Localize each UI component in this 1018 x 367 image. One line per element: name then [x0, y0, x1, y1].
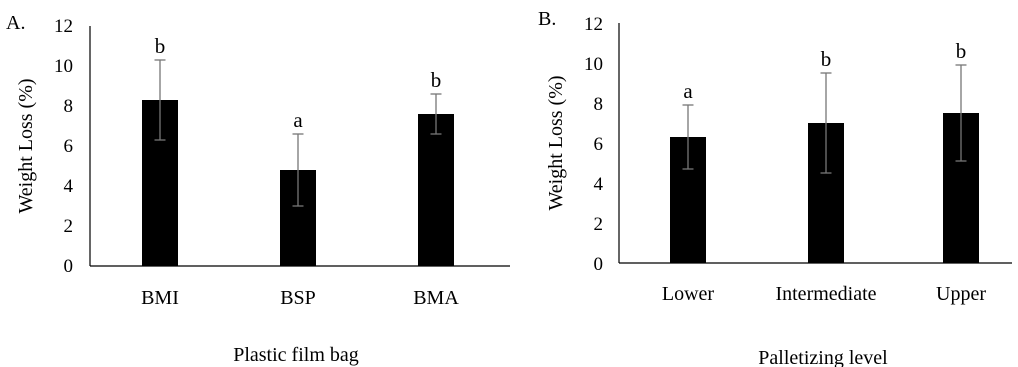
- x-tick-label-intermediate: Intermediate: [775, 283, 876, 305]
- y-ticks-a: 0 2 4 6 8 10 12: [54, 16, 74, 277]
- significance-letter-lower: a: [683, 79, 693, 103]
- y-tick-label-a-12: 12: [54, 16, 73, 37]
- panel-label-a: A.: [6, 12, 25, 34]
- chart-panel-a: A. Weight Loss (%) 0 2 4 6 8 10 12 b a b B…: [6, 12, 510, 366]
- y-tick-label-b-8: 8: [594, 94, 604, 115]
- y-ticks-b: 0 2 4 6 8 10 12: [584, 14, 604, 275]
- y-tick-label-b-12: 12: [584, 14, 603, 35]
- bars-b: a b b: [670, 39, 979, 263]
- y-tick-label-a-10: 10: [54, 56, 73, 77]
- y-tick-label-a-0: 0: [64, 256, 74, 277]
- significance-letter-bsp: a: [293, 108, 303, 132]
- x-tick-label-lower: Lower: [662, 283, 715, 305]
- error-bar-lower: [682, 104, 694, 170]
- error-bar-bma: [430, 93, 442, 135]
- x-tick-label-upper: Upper: [936, 283, 986, 305]
- x-tick-label-bmi: BMI: [141, 287, 179, 309]
- x-axis-title-a: Plastic film bag: [233, 344, 359, 366]
- x-tick-label-bsp: BSP: [280, 287, 316, 309]
- y-tick-label-a-8: 8: [64, 96, 74, 117]
- y-tick-label-b-10: 10: [584, 54, 603, 75]
- x-axis-title-b: Palletizing level: [758, 347, 888, 367]
- significance-letter-upper: b: [956, 39, 967, 63]
- y-tick-label-b-2: 2: [594, 214, 604, 235]
- error-bar-upper: [955, 64, 967, 162]
- y-tick-label-a-4: 4: [64, 176, 74, 197]
- error-bar-bmi: [154, 59, 166, 141]
- significance-letter-intermediate: b: [821, 47, 832, 71]
- y-tick-label-a-2: 2: [64, 216, 74, 237]
- panel-label-b: B.: [538, 8, 556, 30]
- chart-panel-b: B. Weight Loss (%) 0 2 4 6 8 10 12 a b b L…: [538, 8, 1012, 367]
- y-tick-label-b-6: 6: [594, 134, 604, 155]
- y-tick-label-b-4: 4: [594, 174, 604, 195]
- y-axis-title-a: Weight Loss (%): [15, 78, 37, 213]
- y-tick-label-a-6: 6: [64, 136, 74, 157]
- bars-a: b a b: [142, 34, 454, 266]
- bar-bma: [418, 114, 454, 266]
- significance-letter-bmi: b: [155, 34, 166, 58]
- x-tick-label-bma: BMA: [413, 287, 459, 309]
- y-axis-title-b: Weight Loss (%): [545, 75, 567, 210]
- y-tick-label-b-0: 0: [594, 254, 604, 275]
- error-bar-bsp: [292, 133, 304, 207]
- significance-letter-bma: b: [431, 68, 442, 92]
- error-bar-intermediate: [820, 72, 832, 174]
